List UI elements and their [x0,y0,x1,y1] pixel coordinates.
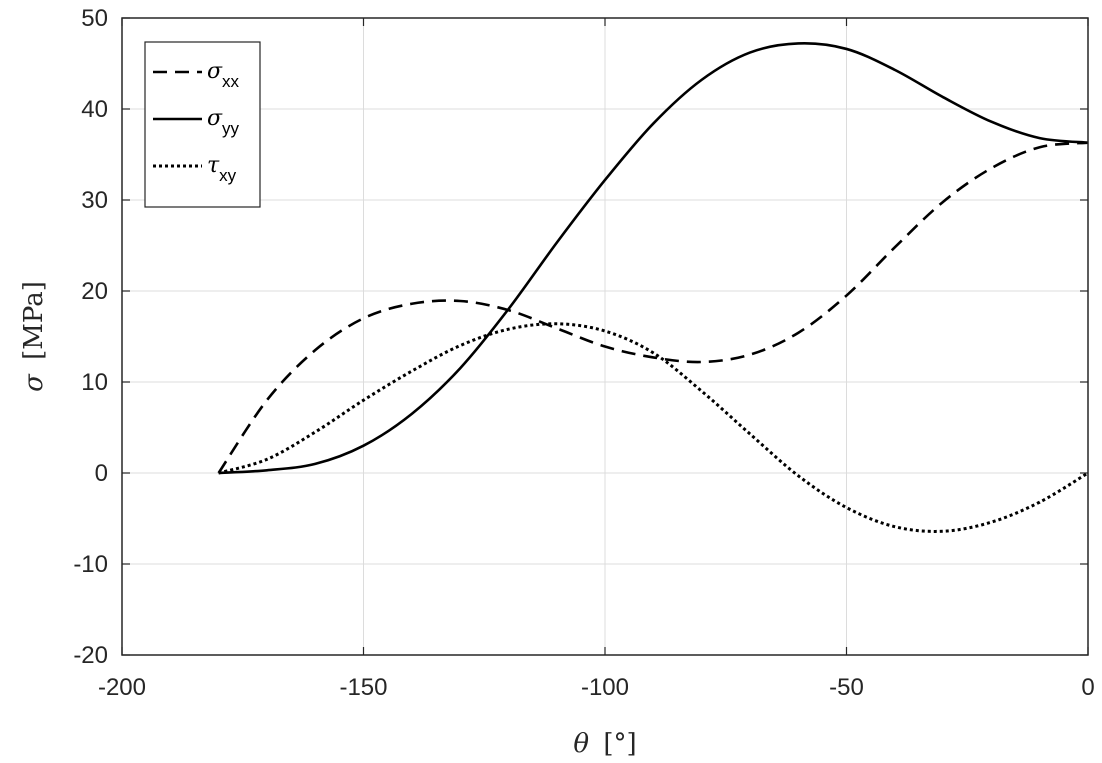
y-tick-label: 50 [81,5,108,32]
legend-box [144,41,261,208]
series-line-xx [217,141,1089,474]
y-axis-label: σ [MPa] [19,281,49,392]
series-lines [217,42,1089,533]
y-tick-label: 10 [81,369,108,396]
y-axis-symbol: σ [19,373,49,392]
legend-symbol: σ [207,106,223,131]
y-axis-unit: [MPa] [19,281,49,360]
legend-subscript: xy [219,166,237,185]
x-tick-label: 0 [1081,674,1094,701]
y-tick-label: -10 [73,551,108,578]
legend-label-xx: σxx [207,59,240,91]
x-tick-label: -50 [829,674,864,701]
y-tick-label: 0 [95,460,108,487]
y-tick-label: -20 [73,642,108,669]
y-tick-label: 20 [81,278,108,305]
x-tick-label: -150 [339,674,387,701]
series-line-yy [218,42,1089,475]
y-tick-label: 30 [81,187,108,214]
x-tick-label: -200 [98,674,146,701]
legend-subscript: yy [222,119,240,138]
x-axis-unit: [°] [603,729,636,759]
legend-label-xy: τxy [207,153,237,185]
legend-symbol: σ [207,59,223,84]
y-tick-label: 40 [81,96,108,123]
legend-label-yy: σyy [207,106,240,138]
series-line-xy [218,322,1089,533]
legend-subscript: xx [222,72,240,91]
x-tick-label: -100 [581,674,629,701]
legend-symbol: τ [207,153,220,178]
x-axis-label: θ [°] [573,729,636,759]
x-axis-symbol: θ [573,729,589,759]
